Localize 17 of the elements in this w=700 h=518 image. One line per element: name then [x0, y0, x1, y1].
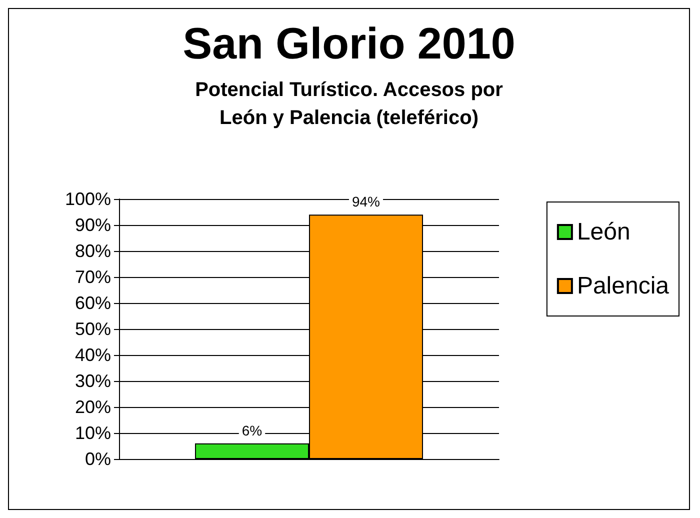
y-tick-label: 60%: [74, 293, 111, 313]
data-label: 6%: [242, 422, 262, 438]
y-tick-label: 30%: [74, 371, 111, 391]
y-tick-label: 0%: [84, 449, 111, 469]
y-tick-label: 90%: [74, 215, 111, 235]
chart-subtitle: Potencial Turístico. Accesos por León y Palencia (teleférico): [195, 79, 504, 129]
y-tick-label: 50%: [74, 319, 111, 339]
y-tick-label: 100%: [64, 189, 111, 209]
y-tick-label: 20%: [74, 397, 111, 417]
y-tick-label: 40%: [74, 345, 111, 365]
y-tick-label: 70%: [74, 267, 111, 287]
legend-label: León: [576, 218, 630, 246]
y-tick-label: 80%: [74, 241, 111, 261]
chart-title: San Glorio 2010: [182, 20, 516, 68]
data-label: 94%: [352, 194, 380, 210]
y-tick-label: 10%: [74, 423, 111, 443]
legend-label: Palencia: [576, 272, 670, 300]
